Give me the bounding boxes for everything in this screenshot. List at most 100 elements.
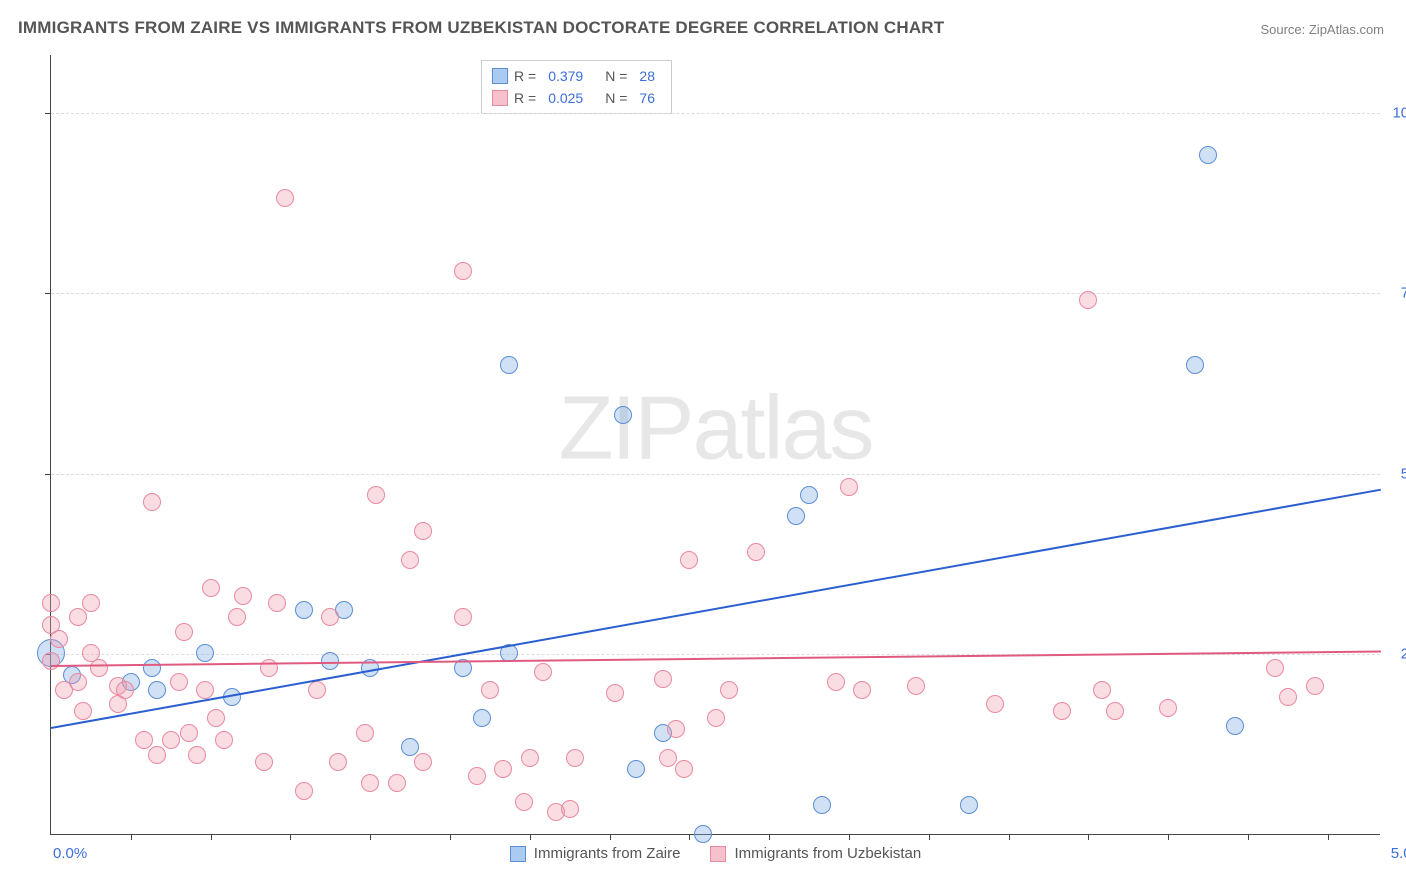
data-point-uzbekistan	[207, 709, 225, 727]
data-point-uzbekistan	[202, 579, 220, 597]
watermark-atlas: atlas	[692, 378, 872, 478]
correlation-legend: R =0.379N =28R =0.025N =76	[481, 60, 672, 114]
data-point-uzbekistan	[148, 746, 166, 764]
data-point-uzbekistan	[534, 663, 552, 681]
data-point-uzbekistan	[1093, 681, 1111, 699]
data-point-uzbekistan	[675, 760, 693, 778]
data-point-uzbekistan	[175, 623, 193, 641]
y-tick-label: 5.0%	[1401, 465, 1406, 482]
data-point-uzbekistan	[74, 702, 92, 720]
legend-n-value: 76	[639, 90, 655, 106]
data-point-uzbekistan	[170, 673, 188, 691]
x-tick	[769, 834, 770, 840]
data-point-uzbekistan	[827, 673, 845, 691]
data-point-uzbekistan	[468, 767, 486, 785]
y-tick-label: 2.5%	[1401, 646, 1406, 663]
x-tick	[1009, 834, 1010, 840]
data-point-zaire	[143, 659, 161, 677]
data-point-uzbekistan	[367, 486, 385, 504]
data-point-uzbekistan	[747, 543, 765, 561]
data-point-uzbekistan	[481, 681, 499, 699]
data-point-zaire	[1186, 356, 1204, 374]
data-point-zaire	[321, 652, 339, 670]
plot-area: ZIPatlas R =0.379N =28R =0.025N =76 0.0%…	[50, 55, 1380, 835]
series-legend-item: Immigrants from Zaire	[510, 845, 681, 862]
data-point-uzbekistan	[180, 724, 198, 742]
data-point-uzbekistan	[388, 774, 406, 792]
legend-r-label: R =	[514, 68, 536, 84]
data-point-uzbekistan	[654, 670, 672, 688]
data-point-uzbekistan	[329, 753, 347, 771]
data-point-uzbekistan	[561, 800, 579, 818]
x-tick	[370, 834, 371, 840]
data-point-uzbekistan	[414, 522, 432, 540]
data-point-uzbekistan	[401, 551, 419, 569]
data-point-zaire	[500, 356, 518, 374]
gridline	[51, 293, 1380, 294]
y-tick	[45, 113, 51, 114]
gridline	[51, 474, 1380, 475]
data-point-uzbekistan	[135, 731, 153, 749]
x-tick	[610, 834, 611, 840]
data-point-zaire	[627, 760, 645, 778]
chart-title: IMMIGRANTS FROM ZAIRE VS IMMIGRANTS FROM…	[18, 18, 944, 38]
data-point-uzbekistan	[82, 594, 100, 612]
data-point-uzbekistan	[521, 749, 539, 767]
data-point-uzbekistan	[907, 677, 925, 695]
data-point-uzbekistan	[295, 782, 313, 800]
data-point-uzbekistan	[69, 608, 87, 626]
data-point-uzbekistan	[840, 478, 858, 496]
legend-swatch	[492, 90, 508, 106]
y-tick-label: 10.0%	[1392, 104, 1406, 121]
data-point-uzbekistan	[606, 684, 624, 702]
y-tick	[45, 474, 51, 475]
legend-n-label: N =	[605, 68, 627, 84]
legend-r-label: R =	[514, 90, 536, 106]
data-point-zaire	[196, 644, 214, 662]
data-point-uzbekistan	[196, 681, 214, 699]
x-tick	[1328, 834, 1329, 840]
data-point-zaire	[614, 406, 632, 424]
data-point-zaire	[1226, 717, 1244, 735]
data-point-uzbekistan	[454, 262, 472, 280]
data-point-uzbekistan	[50, 630, 68, 648]
data-point-zaire	[800, 486, 818, 504]
x-tick	[450, 834, 451, 840]
data-point-zaire	[148, 681, 166, 699]
data-point-uzbekistan	[720, 681, 738, 699]
legend-swatch	[492, 68, 508, 84]
x-tick	[1088, 834, 1089, 840]
legend-r-value: 0.379	[548, 68, 583, 84]
series-legend: Immigrants from Zaire Immigrants from Uzb…	[51, 845, 1380, 862]
watermark-zip: ZIP	[558, 378, 692, 478]
data-point-uzbekistan	[321, 608, 339, 626]
x-axis-max-label: 5.0%	[1391, 845, 1406, 862]
data-point-uzbekistan	[42, 594, 60, 612]
data-point-uzbekistan	[268, 594, 286, 612]
series-legend-item: Immigrants from Uzbekistan	[710, 845, 921, 862]
data-point-uzbekistan	[986, 695, 1004, 713]
x-tick	[929, 834, 930, 840]
legend-swatch	[710, 846, 726, 862]
data-point-zaire	[401, 738, 419, 756]
data-point-uzbekistan	[116, 681, 134, 699]
legend-n-label: N =	[605, 90, 627, 106]
data-point-uzbekistan	[1266, 659, 1284, 677]
data-point-uzbekistan	[143, 493, 161, 511]
x-tick	[849, 834, 850, 840]
data-point-zaire	[813, 796, 831, 814]
data-point-zaire	[473, 709, 491, 727]
data-point-uzbekistan	[188, 746, 206, 764]
series-legend-label: Immigrants from Uzbekistan	[734, 845, 921, 862]
data-point-uzbekistan	[1053, 702, 1071, 720]
legend-row: R =0.025N =76	[492, 87, 661, 109]
data-point-uzbekistan	[853, 681, 871, 699]
regression-line-zaire	[51, 488, 1381, 728]
data-point-uzbekistan	[90, 659, 108, 677]
watermark: ZIPatlas	[558, 377, 872, 480]
data-point-uzbekistan	[680, 551, 698, 569]
data-point-uzbekistan	[356, 724, 374, 742]
source-attribution: Source: ZipAtlas.com	[1260, 22, 1384, 37]
data-point-uzbekistan	[215, 731, 233, 749]
data-point-uzbekistan	[494, 760, 512, 778]
